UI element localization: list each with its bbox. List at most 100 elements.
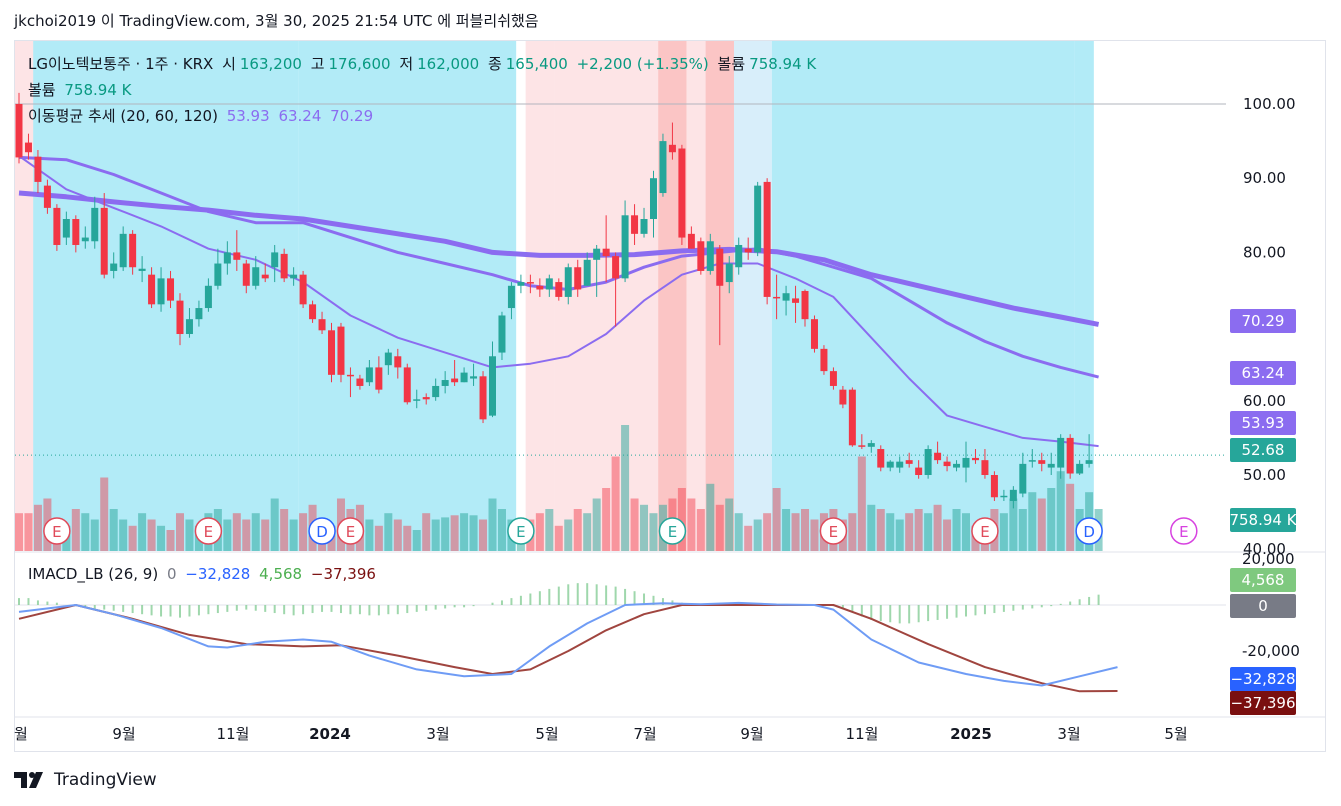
volume-label: 볼륨	[717, 55, 746, 73]
ma-label: 이동평균 추세 (20, 60, 120)	[28, 107, 218, 125]
event-marker	[507, 517, 535, 545]
candle-body	[905, 460, 913, 464]
candle-body	[24, 142, 32, 153]
volume-bar	[242, 519, 251, 551]
candle-body	[318, 319, 326, 331]
candle-body	[346, 374, 354, 377]
volume-bar	[810, 519, 819, 551]
candle-body	[1047, 463, 1055, 468]
volume-bar	[715, 504, 724, 551]
volume-bar	[1056, 471, 1065, 551]
candle-body	[394, 356, 402, 368]
volume-bar	[687, 498, 696, 551]
time-tick-label: 5월	[535, 725, 558, 743]
candle-body	[119, 233, 127, 268]
volume2-label: 볼륨	[28, 81, 56, 99]
volume-bar	[734, 513, 743, 551]
candle-body	[100, 207, 108, 275]
candle-body	[195, 308, 203, 320]
volume-bar	[261, 519, 270, 551]
volume-bar	[15, 513, 23, 551]
candle-body	[990, 475, 998, 498]
chart-frame	[14, 40, 1326, 752]
volume-bar	[677, 488, 686, 551]
candle-body	[148, 274, 156, 305]
volume-bar	[573, 509, 582, 551]
event-marker-label: D	[1083, 523, 1095, 541]
volume-bar	[744, 525, 753, 551]
candle-body	[489, 356, 496, 416]
volume-bar	[621, 425, 630, 551]
close-value: 165,400	[505, 55, 568, 73]
price-tick-label: 40.00	[1243, 540, 1286, 558]
candle-body	[233, 252, 241, 260]
candle-body	[62, 219, 70, 238]
volume-bar	[374, 525, 383, 551]
volume-bar	[138, 513, 147, 551]
high-value: 176,600	[328, 55, 391, 73]
volume-value: 758.94 K	[749, 55, 817, 73]
symbol-name: LG이노텍보통주 · 1주 · KRX	[28, 55, 214, 73]
highlight-band	[554, 41, 668, 551]
price-tick-label: 100.00	[1243, 95, 1296, 113]
event-marker	[1075, 517, 1103, 545]
volume-bar	[90, 519, 99, 551]
event-marker-label: E	[52, 523, 61, 541]
event-marker-label: E	[204, 523, 213, 541]
low-value: 162,000	[417, 55, 480, 73]
event-marker	[194, 517, 223, 545]
volume-bar	[100, 477, 109, 551]
volume-bar	[630, 498, 639, 551]
volume-tag-text: 758.94 K	[1229, 511, 1297, 529]
price-tag-text: 70.29	[1242, 312, 1285, 330]
tradingview-logo[interactable]: TradingView	[14, 770, 157, 790]
candle-body	[848, 389, 856, 446]
volume-bar	[270, 498, 279, 551]
candle-body	[129, 233, 137, 268]
ma60-line	[18, 155, 1099, 379]
volume-bar	[962, 513, 970, 551]
macd-tick-label: 20,000	[1242, 550, 1295, 568]
candle-body	[782, 293, 790, 301]
candle-body	[365, 367, 373, 383]
candle-body	[53, 207, 61, 245]
candle-body	[138, 268, 146, 271]
volume-bar	[460, 513, 469, 551]
candle-body	[517, 282, 525, 286]
candle-body	[810, 319, 818, 349]
volume-bar	[412, 530, 421, 551]
highlight-band	[686, 41, 706, 551]
event-marker	[336, 517, 365, 545]
candle-body	[924, 449, 932, 475]
candle-body	[792, 298, 800, 303]
candle-body	[773, 296, 781, 299]
volume-bar	[753, 519, 762, 551]
volume-bar	[848, 513, 857, 551]
candle-body	[545, 278, 553, 290]
volume-bar	[422, 513, 431, 551]
candle-body	[631, 215, 639, 234]
candle-body	[167, 278, 175, 301]
volume-bar	[223, 519, 232, 551]
candle-body	[1085, 460, 1093, 464]
candle-body	[829, 371, 837, 386]
macd-tag	[1230, 568, 1296, 592]
volume-bar	[857, 456, 866, 551]
volume-bar	[763, 513, 772, 551]
candle-body	[242, 263, 250, 286]
time-tick-label: 5월	[1164, 725, 1187, 743]
candle-body	[176, 300, 184, 335]
volume2-value: 758.94 K	[64, 81, 132, 99]
change-value: +2,200 (+1.35%)	[576, 55, 709, 73]
candle-body	[470, 376, 478, 379]
candle-body	[479, 376, 487, 420]
volume-bar	[952, 509, 961, 551]
candle-body	[1028, 460, 1036, 462]
volume-bar	[782, 509, 791, 551]
publish-caption: jkchoi2019 이 TradingView.com, 3월 30, 202…	[14, 12, 539, 30]
volume-bar	[1047, 488, 1056, 551]
price-tick-label: 50.00	[1243, 466, 1286, 484]
price-tag	[1230, 438, 1296, 462]
volume-bar	[109, 509, 118, 551]
